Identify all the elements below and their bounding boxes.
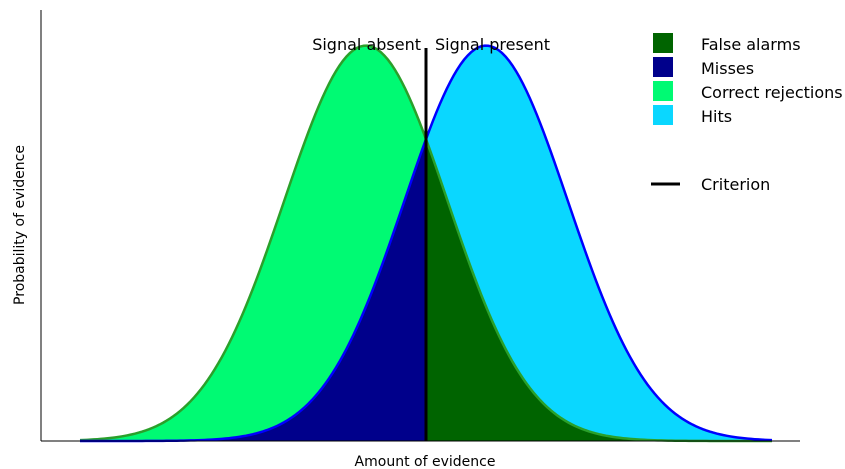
- legend-label-false-alarms: False alarms: [701, 35, 801, 54]
- legend-label-correct-rejections: Correct rejections: [701, 83, 843, 102]
- legend-swatch-hits: [653, 105, 673, 125]
- legend-label-criterion: Criterion: [701, 175, 770, 194]
- legend-label-hits: Hits: [701, 107, 732, 126]
- legend-swatch-misses: [653, 57, 673, 77]
- y-axis-label: Probability of evidence: [12, 145, 28, 305]
- signal-absent-label: Signal absent: [312, 35, 421, 54]
- false-alarms-region: [426, 139, 772, 441]
- misses-region: [80, 139, 426, 441]
- legend-swatch-correct-rejections: [653, 81, 673, 101]
- legend: False alarms Misses Correct rejections H…: [651, 33, 843, 194]
- correct-rejections-region: [80, 45, 426, 442]
- legend-swatch-false-alarms: [653, 33, 673, 53]
- x-axis-label: Amount of evidence: [355, 454, 496, 469]
- hits-region: [426, 45, 772, 442]
- signal-present-label: Signal present: [435, 35, 550, 54]
- legend-label-misses: Misses: [701, 59, 754, 78]
